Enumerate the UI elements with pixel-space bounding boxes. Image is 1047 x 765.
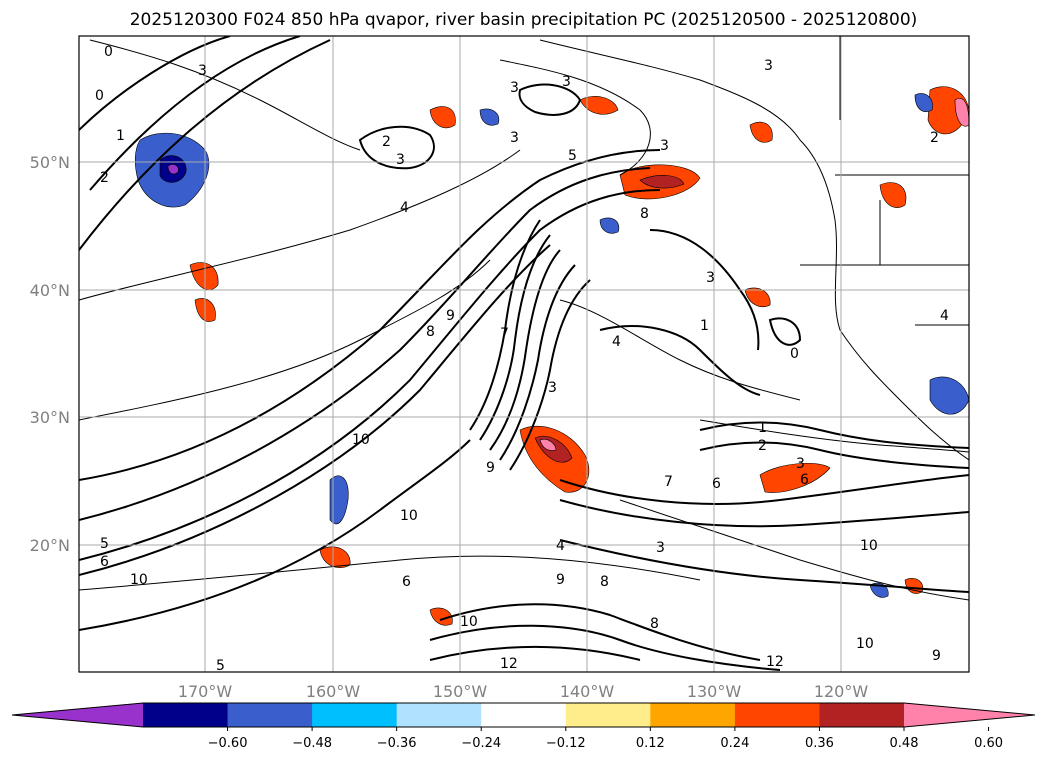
map-title: 2025120300 F024 850 hPa qvapor, river ba…: [129, 10, 918, 30]
contour-label: 5: [100, 536, 109, 552]
contour-label: 5: [568, 148, 577, 164]
colorbar: −0.60 −0.48 −0.36 −0.24 −0.12 0.12 0.24 0.36 0.4…: [11, 702, 1036, 751]
contour-label: 3: [510, 80, 519, 96]
thick-contours: [79, 36, 969, 671]
contour-label: 6: [100, 554, 109, 570]
contour-label: 10: [130, 572, 148, 588]
lat-label-50n: 50°N: [30, 153, 70, 172]
contour-label: 0: [95, 88, 104, 104]
colorbar-segment: [819, 703, 905, 727]
colorbar-outline: [11, 702, 1036, 728]
colorbar-label: −0.60: [208, 736, 248, 751]
lon-label-140w: 140°W: [560, 682, 615, 701]
contour-label: 12: [500, 656, 518, 672]
longitude-labels: 170°W 160°W 150°W 140°W 130°W 120°W: [178, 682, 869, 701]
contour-label: 9: [446, 308, 455, 324]
contour-label: 6: [800, 472, 809, 488]
contour-label: 2: [930, 130, 939, 146]
map-frame: [78, 35, 970, 673]
contour-label: 8: [640, 206, 649, 222]
lat-label-40n: 40°N: [30, 281, 70, 300]
contour-label: 10: [856, 636, 874, 652]
contour-label: 7: [500, 326, 509, 342]
contour-label: 3: [656, 540, 665, 556]
contour-label: 3: [660, 138, 669, 154]
lon-label-120w: 120°W: [814, 682, 869, 701]
contour-label: 3: [198, 63, 207, 79]
colorbar-label: 0.12: [636, 736, 665, 751]
colorbar-segment: [143, 703, 229, 727]
contour-label: 6: [402, 574, 411, 590]
contour-label: 3: [548, 380, 557, 396]
lon-label-160w: 160°W: [306, 682, 361, 701]
contour-label: 3: [396, 152, 405, 168]
contour-label: 7: [664, 474, 673, 490]
lat-label-30n: 30°N: [30, 408, 70, 427]
latitude-labels: 50°N 40°N 30°N 20°N: [30, 153, 70, 555]
contour-label: 4: [940, 308, 949, 324]
colorbar-segment: [565, 703, 651, 727]
contour-label: 10: [460, 614, 478, 630]
contour-label: 3: [796, 456, 805, 472]
colorbar-label: 0.36: [805, 736, 834, 751]
colorbar-label: −0.48: [292, 736, 332, 751]
thin-contours: [79, 59, 969, 601]
contour-label: 9: [932, 648, 941, 664]
colorbar-segment: [650, 703, 736, 727]
contour-label: 9: [556, 572, 565, 588]
contour-label: 2: [758, 438, 767, 454]
contour-label: 10: [860, 538, 878, 554]
contour-label: 1: [116, 128, 125, 144]
contour-label: 0: [790, 346, 799, 362]
colorbar-label: −0.12: [546, 736, 586, 751]
colorbar-extend-low: [12, 703, 143, 727]
contour-label: 8: [600, 574, 609, 590]
coastlines: [89, 36, 969, 461]
colorbar-segment: [734, 703, 820, 727]
contour-label: 3: [706, 270, 715, 286]
contour-label: 0: [104, 44, 113, 60]
colorbar-segment: [481, 703, 567, 727]
lon-label-170w: 170°W: [178, 682, 233, 701]
contour-label: 4: [556, 538, 565, 554]
contour-label: 8: [426, 324, 435, 340]
contour-label: 8: [650, 616, 659, 632]
gridlines: [79, 36, 969, 672]
contour-label: 9: [486, 460, 495, 476]
colorbar-label: −0.24: [461, 736, 501, 751]
colorbar-extend-high: [904, 703, 1035, 727]
contour-label: 6: [712, 476, 721, 492]
colorbar-segment: [312, 703, 398, 727]
map-area: [79, 36, 969, 672]
colorbar-segment: [227, 703, 313, 727]
contour-label: 10: [352, 432, 370, 448]
contour-label: 1: [758, 420, 767, 436]
colorbar-label: 0.48: [890, 736, 919, 751]
contour-label: 1: [700, 318, 709, 334]
contour-labels: 0 0 3 1 2 3 3 3 2 3 5 4 3 3 8 9 8 7 3 1 …: [95, 44, 949, 674]
contour-label: 5: [216, 658, 225, 674]
contour-label: 12: [766, 654, 784, 670]
lon-label-130w: 130°W: [687, 682, 742, 701]
contour-label: 2: [100, 170, 109, 186]
colorbar-label: 0.60: [974, 736, 1003, 751]
contour-label: 2: [382, 134, 391, 150]
contour-label: 10: [400, 508, 418, 524]
contour-label: 3: [562, 74, 571, 90]
lat-label-20n: 20°N: [30, 536, 70, 555]
contour-label: 3: [764, 58, 773, 74]
colorbar-label: −0.36: [377, 736, 417, 751]
contour-label: 4: [612, 334, 621, 350]
contour-label: 4: [400, 200, 409, 216]
contour-label: 3: [510, 130, 519, 146]
colorbar-segment: [396, 703, 482, 727]
colorbar-label: 0.24: [720, 736, 749, 751]
lon-label-150w: 150°W: [433, 682, 488, 701]
